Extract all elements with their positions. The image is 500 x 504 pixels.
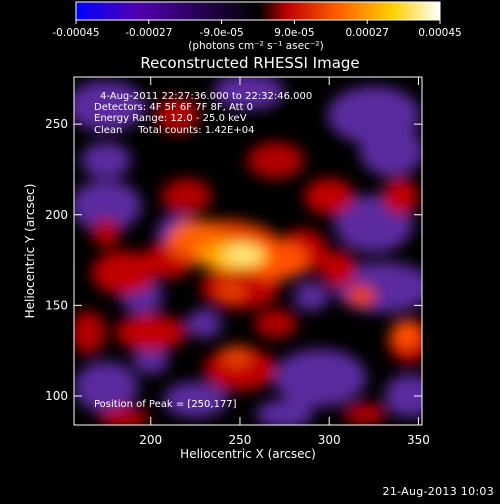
heatmap-region — [320, 251, 356, 288]
plot-frame — [73, 76, 423, 426]
heatmap-region — [91, 218, 121, 248]
x-axis-label: Heliocentric X (arcsec) — [180, 447, 316, 461]
colorbar-ticks: -0.00045 -0.00027 -9.0e-05 9.0e-05 0.00027 0.… — [52, 20, 462, 39]
info-time-range: 4-Aug-2011 22:27:36.000 to 22:32:46.000 — [100, 91, 312, 102]
heatmap-region — [304, 178, 355, 215]
axis-ticks: 200 250 300 350 100 150 200 250 — [45, 77, 430, 447]
heatmap-region — [347, 285, 376, 308]
heatmap-region — [91, 251, 157, 295]
heatmap-region — [391, 319, 421, 349]
heatmap-region — [384, 374, 422, 418]
heatmap-region — [156, 96, 199, 134]
timestamp: 21-Aug-2013 10:03 — [382, 485, 494, 498]
heatmap-region — [247, 142, 305, 179]
colorbar-tick-label: -9.0e-05 — [200, 27, 244, 39]
y-tick-label: 200 — [45, 208, 68, 222]
colorbar-tick-label: -0.00045 — [52, 27, 99, 39]
colorbar: -0.00045 -0.00027 -9.0e-05 9.0e-05 0.00027 0.… — [52, 1, 462, 52]
heatmap-region — [225, 245, 262, 264]
y-axis-label: Heliocentric Y (arcsec) — [23, 184, 37, 319]
heatmap-region — [115, 314, 187, 351]
heatmap-region — [213, 77, 285, 110]
heatmap-region — [161, 178, 212, 215]
heatmap-region — [382, 178, 419, 215]
chart-title: Reconstructed RHESSI Image — [140, 54, 359, 72]
info-block: 4-Aug-2011 22:27:36.000 to 22:32:46.000 … — [94, 91, 312, 410]
heatmap-region — [98, 406, 149, 425]
x-tick-label: 350 — [407, 433, 430, 447]
x-tick-label: 300 — [318, 433, 341, 447]
heatmap-region — [74, 80, 146, 132]
heatmap-region — [163, 381, 228, 418]
y-tick-label: 150 — [45, 298, 68, 312]
heatmap-region — [132, 345, 169, 375]
heatmap-region — [359, 125, 422, 177]
heatmap-region — [204, 347, 276, 391]
x-tick-label: 250 — [229, 433, 252, 447]
heatmap-region — [293, 281, 330, 311]
heatmap-region — [74, 180, 142, 232]
heatmap — [74, 77, 422, 425]
y-tick-label: 250 — [45, 117, 68, 131]
heatmap-region — [186, 309, 223, 338]
heatmap-region — [256, 399, 314, 425]
colorbar-gradient — [75, 1, 441, 21]
info-counts: Clean Total counts: 1.42E+04 — [94, 125, 254, 136]
x-tick-label: 200 — [139, 433, 162, 447]
heatmap-region — [254, 309, 298, 338]
heatmap-region — [81, 142, 132, 179]
heatmap-region — [74, 310, 107, 355]
heatmap-region — [273, 348, 367, 407]
colorbar-unit-label: (photons cm⁻² s⁻¹ asec⁻²) — [188, 40, 323, 52]
colorbar-tick-label: -0.00027 — [125, 27, 172, 39]
colorbar-tick-label: 0.00045 — [418, 27, 461, 39]
heatmap-region — [343, 403, 387, 425]
heatmap-region — [74, 361, 139, 413]
colorbar-tick-label: 0.00027 — [345, 27, 388, 39]
y-tick-label: 100 — [45, 389, 68, 403]
colorbar-tick-label: 9.0e-05 — [274, 27, 314, 39]
heatmap-region — [222, 345, 251, 367]
info-energy-range: Energy Range: 12.0 - 25.0 keV — [94, 113, 247, 124]
heatmap-region — [216, 281, 246, 300]
info-detectors: Detectors: 4F 5F 6F 7F 8F, Att 0 — [94, 102, 253, 113]
peak-position-label: Position of Peak = [250,177] — [94, 399, 237, 410]
